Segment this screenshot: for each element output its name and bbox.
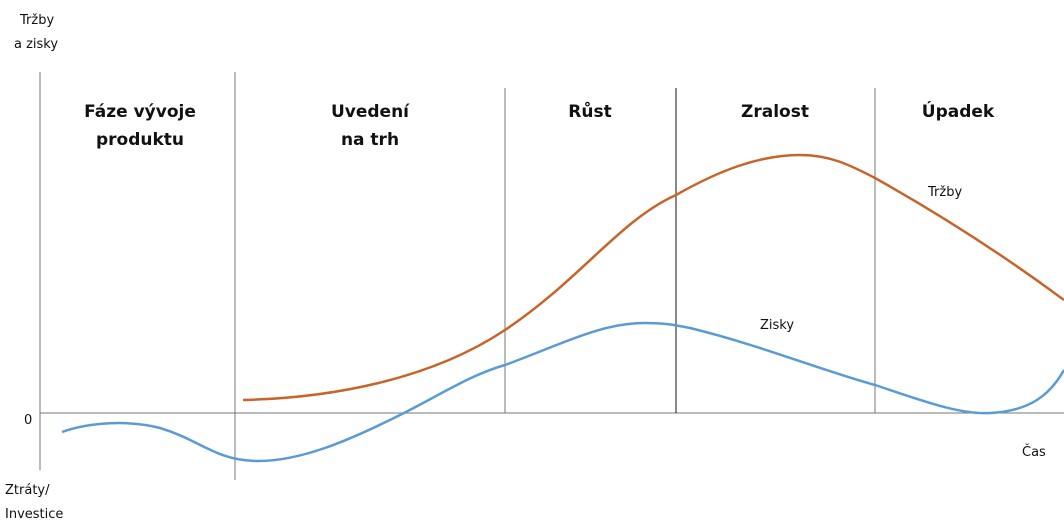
phase-label: na trh bbox=[341, 130, 399, 150]
phase-label: Růst bbox=[568, 100, 611, 122]
phase-label: Uvedení bbox=[331, 102, 410, 122]
profit-label: Zisky bbox=[760, 318, 794, 333]
y-bottom-label: Investice bbox=[5, 507, 63, 522]
sales-curve bbox=[242, 153, 1064, 402]
y-bottom-label: Ztráty/ bbox=[5, 483, 50, 498]
phase-label: Zralost bbox=[741, 102, 809, 122]
y-top-label: a zisky bbox=[14, 37, 58, 52]
phase-label: Úpadek bbox=[922, 100, 995, 122]
zero-label: 0 bbox=[24, 413, 32, 428]
x-label: Čas bbox=[1022, 444, 1046, 460]
phase-label: Fáze vývoje bbox=[84, 102, 196, 122]
profit-curve bbox=[61, 321, 1064, 463]
phase-label: produktu bbox=[96, 130, 184, 150]
sales-label: Tržby bbox=[927, 185, 962, 200]
y-top-label: Tržby bbox=[19, 13, 54, 28]
